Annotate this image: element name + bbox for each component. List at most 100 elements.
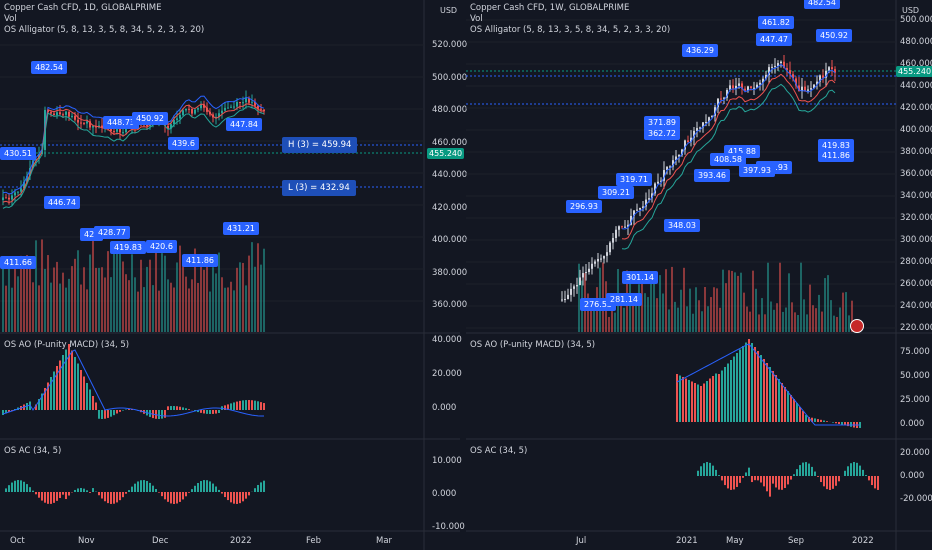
price-callout[interactable]: 411.86 <box>182 254 218 267</box>
volume-bar <box>740 272 742 332</box>
price-callout[interactable]: 362.72 <box>644 127 680 140</box>
ac-bar <box>757 476 759 481</box>
ac-bar <box>712 465 714 476</box>
right-chart-canvas[interactable] <box>466 0 932 550</box>
candle-body <box>780 61 782 64</box>
price-callout[interactable]: 397.93 <box>739 164 775 177</box>
right-chart[interactable]: Copper Cash CFD, 1W, GLOBALPRIME Vol OS … <box>466 0 932 550</box>
left-chart-canvas[interactable] <box>0 0 460 550</box>
price-callout[interactable]: 296.93 <box>566 200 602 213</box>
price-callout[interactable]: 411.86 <box>818 149 854 162</box>
right-alligator-label[interactable]: OS Alligator (5, 8, 13, 3, 5, 8, 34, 5, … <box>470 25 671 35</box>
us-flag-icon[interactable] <box>850 319 864 333</box>
price-callout[interactable]: 430.51 <box>0 147 36 160</box>
axis-tick-label: 420.000 <box>900 103 932 113</box>
price-callout[interactable]: 446.74 <box>44 196 80 209</box>
candle-body <box>645 199 647 207</box>
ac-bar <box>221 492 223 494</box>
left-ao-legend[interactable]: OS AO (P-unity MACD) (34, 5) <box>4 340 130 350</box>
ac-bar <box>188 492 190 493</box>
price-callout[interactable]: 450.92 <box>132 112 168 125</box>
price-callout[interactable]: 447.47 <box>756 33 792 46</box>
price-callout[interactable]: 450.92 <box>816 29 852 42</box>
volume-bar <box>737 275 739 332</box>
ao-bar <box>727 363 729 422</box>
ac-bar <box>62 492 64 495</box>
volume-bar <box>215 273 217 332</box>
candle-body <box>624 226 626 228</box>
candle-body <box>188 108 190 110</box>
left-ac-legend[interactable]: OS AC (34, 5) <box>4 446 62 456</box>
volume-bar <box>587 293 589 332</box>
price-callout[interactable]: 411.66 <box>0 256 36 269</box>
candle-body <box>125 128 127 133</box>
ac-bar <box>167 492 169 502</box>
ao-bar <box>158 410 160 419</box>
price-callout[interactable]: 436.29 <box>682 44 718 57</box>
ac-bar <box>86 490 88 492</box>
candle-body <box>173 120 175 125</box>
ao-bar <box>59 360 61 410</box>
ao-bar <box>745 342 747 422</box>
right-vol-label[interactable]: Vol <box>470 14 483 24</box>
price-callout[interactable]: 371.89 <box>644 116 680 129</box>
left-chart[interactable]: Copper Cash CFD, 1D, GLOBALPRIME Vol OS … <box>0 0 467 550</box>
left-vol-label[interactable]: Vol <box>4 14 17 24</box>
right-ao-legend[interactable]: OS AO (P-unity MACD) (34, 5) <box>470 340 596 350</box>
ac-bar <box>706 462 708 476</box>
ao-bar <box>182 407 184 410</box>
price-callout[interactable]: 419.83 <box>818 139 854 152</box>
right-ac-legend[interactable]: OS AC (34, 5) <box>470 446 528 456</box>
right-symbol-title[interactable]: Copper Cash CFD, 1W, GLOBALPRIME <box>470 3 630 13</box>
price-callout[interactable]: 419.83 <box>110 241 146 254</box>
ac-bar <box>781 476 783 490</box>
ao-bar <box>808 417 810 422</box>
ac-bar <box>766 476 768 492</box>
ao-bar <box>53 371 55 410</box>
volume-bar <box>806 314 808 332</box>
ac-bar <box>772 476 774 484</box>
volume-bar <box>683 267 685 332</box>
time-tick-label: 2022 <box>852 536 874 546</box>
ao-bar <box>41 393 43 410</box>
ao-bar <box>826 421 828 422</box>
candle-body <box>11 195 13 200</box>
candle-body <box>567 294 569 300</box>
volume-bar <box>797 314 799 332</box>
candle-body <box>786 67 788 71</box>
price-callout[interactable]: 448.73 <box>103 116 139 129</box>
candle-body <box>585 272 587 274</box>
price-callout[interactable]: 439.6 <box>168 137 199 150</box>
ao-bar <box>766 363 768 422</box>
price-callout[interactable]: 447.84 <box>226 118 262 131</box>
volume-bar <box>71 266 73 332</box>
price-callout[interactable]: 461.82 <box>758 16 794 29</box>
volume-bar <box>722 269 724 332</box>
left-symbol-title[interactable]: Copper Cash CFD, 1D, GLOBALPRIME <box>4 3 162 13</box>
price-callout[interactable]: 482.54 <box>804 0 840 9</box>
ac-bar <box>170 492 172 504</box>
price-callout[interactable]: 309.21 <box>598 186 634 199</box>
price-callout[interactable]: 393.46 <box>694 169 730 182</box>
price-callout[interactable]: 301.14 <box>622 271 658 284</box>
ac-bar <box>868 476 870 481</box>
volume-bar <box>827 275 829 332</box>
price-callout[interactable]: 281.14 <box>606 293 642 306</box>
volume-bar <box>101 267 103 332</box>
price-callout[interactable]: 408.58 <box>710 153 746 166</box>
volume-bar <box>23 264 25 332</box>
ao-bar <box>254 400 256 410</box>
price-callout[interactable]: 428.77 <box>94 226 130 239</box>
volume-bar <box>707 306 709 332</box>
price-callout[interactable]: 319.71 <box>616 173 652 186</box>
price-callout[interactable]: 348.03 <box>664 219 700 232</box>
price-callout[interactable]: 420.6 <box>146 240 177 253</box>
price-callout[interactable]: 431.21 <box>223 222 259 235</box>
left-alligator-label[interactable]: OS Alligator (5, 8, 13, 3, 5, 8, 34, 5, … <box>4 25 205 35</box>
candle-body <box>68 111 70 117</box>
volume-bar <box>263 248 265 332</box>
ac-bar <box>68 492 70 496</box>
price-callout[interactable]: 482.54 <box>31 61 67 74</box>
volume-bar <box>140 259 142 332</box>
volume-bar <box>704 286 706 332</box>
